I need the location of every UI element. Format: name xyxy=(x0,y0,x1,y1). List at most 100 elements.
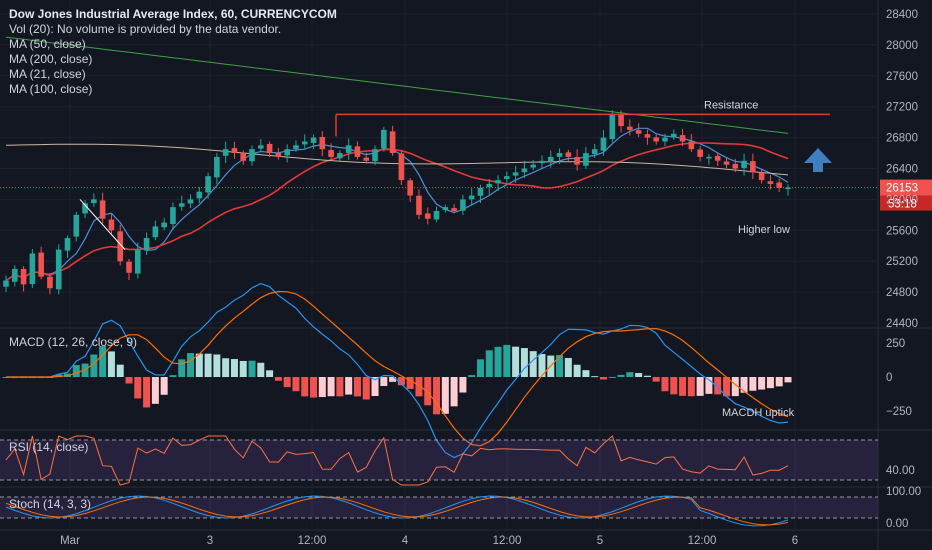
stoch-d-line xyxy=(5,496,789,526)
rsi-line xyxy=(5,435,789,486)
macd-histogram-bar xyxy=(661,377,669,392)
resistance-label: Resistance xyxy=(704,99,758,111)
candle-body xyxy=(723,161,730,165)
candle-body xyxy=(143,238,150,251)
macd-histogram-bar xyxy=(476,359,484,377)
macd-pane: MACDH uptick xyxy=(2,282,795,459)
macd-histogram-bar xyxy=(441,377,449,414)
candle-body xyxy=(214,156,220,178)
axes: 28400 28000 27600 27200 26800 26400 26000 25600… xyxy=(60,9,921,547)
candle-body xyxy=(477,187,484,196)
candle-body xyxy=(222,149,229,156)
macd-histogram-bar xyxy=(248,360,256,377)
macd-histogram-bar xyxy=(687,377,695,397)
macd-histogram-bar xyxy=(169,375,177,377)
macd-histogram-bar xyxy=(512,346,520,377)
legend-volume: Vol (20): No volume is provided by the d… xyxy=(9,22,282,36)
candle-body xyxy=(47,276,53,289)
candle-body xyxy=(697,149,703,157)
ma21-line xyxy=(5,127,789,282)
stoch-tick-label-top: 100.00 xyxy=(886,486,921,498)
macd-histogram-bar xyxy=(564,358,572,377)
macd-histogram-bar xyxy=(450,377,458,407)
candle-body xyxy=(556,153,563,157)
time-tick-label: 4 xyxy=(402,535,409,547)
macd-histogram-bar xyxy=(599,377,607,380)
macd-histogram-bar xyxy=(406,377,414,389)
macd-histogram-bar xyxy=(679,377,687,396)
candle-body xyxy=(126,261,132,273)
macd-histogram-bar xyxy=(292,377,300,392)
macd-histogram-bar xyxy=(81,363,89,377)
trend-drawing xyxy=(79,199,126,250)
macd-histogram-bar xyxy=(670,377,678,395)
ma100-line xyxy=(5,142,789,282)
price-tick-label: 27200 xyxy=(886,102,918,114)
rsi-pane xyxy=(0,435,878,486)
ma200-line xyxy=(5,36,789,134)
up-arrow-icon xyxy=(804,148,832,172)
candle-body xyxy=(161,222,167,228)
legend-ma100: MA (100, close) xyxy=(9,82,93,96)
time-tick-label: 6 xyxy=(792,535,798,547)
candle-body xyxy=(521,168,528,173)
macd-tick-label: 250 xyxy=(886,338,905,350)
candle-body xyxy=(134,249,141,274)
candle-body xyxy=(178,203,185,207)
macd-histogram-bar xyxy=(529,351,537,377)
time-tick-label: 12:00 xyxy=(688,535,717,547)
macd-histogram-bar xyxy=(424,377,432,406)
candle-body xyxy=(55,249,62,290)
candle-body xyxy=(644,134,651,138)
macd-histogram-bar xyxy=(90,354,98,377)
signal-line xyxy=(6,290,789,447)
time-tick-label: 3 xyxy=(207,535,213,547)
candle-body xyxy=(776,182,783,188)
macd-histogram-bar xyxy=(160,377,168,395)
macd-histogram-bar xyxy=(345,377,353,395)
candle-body xyxy=(258,145,264,149)
candle-body xyxy=(398,153,405,181)
macd-histogram-bar xyxy=(415,377,423,397)
macd-tick-label: −250 xyxy=(886,406,912,418)
macd-histogram-bar xyxy=(187,353,195,377)
stoch-k-line xyxy=(5,495,789,527)
macd-histogram-bar xyxy=(749,377,757,391)
price-tick-label: 25600 xyxy=(886,225,918,237)
macd-histogram-bar xyxy=(213,354,221,377)
macd-histogram-bar xyxy=(696,377,704,396)
candle-body xyxy=(468,195,475,200)
candle-body xyxy=(337,153,343,159)
macdh-uptick-label: MACDH uptick xyxy=(722,407,795,419)
candle-body xyxy=(583,153,589,166)
macd-histogram-bar xyxy=(468,375,476,377)
candle-body xyxy=(416,195,422,215)
candle-body xyxy=(354,146,361,157)
legend-ma21: MA (21, close) xyxy=(9,67,86,81)
macd-histogram-bar xyxy=(758,377,766,390)
candle-body xyxy=(82,203,88,214)
candle-body xyxy=(372,149,378,162)
chart-legend: Dow Jones Industrial Average Index, 60, … xyxy=(9,7,337,97)
macd-histogram-bar xyxy=(740,377,748,393)
candle-body xyxy=(205,176,211,193)
candle-body xyxy=(706,156,712,159)
countdown-value: 53:18 xyxy=(888,199,917,211)
macd-histogram-bar xyxy=(204,353,212,377)
candle-body xyxy=(442,207,449,210)
candle-body xyxy=(99,200,106,219)
candle-body xyxy=(539,160,545,164)
macd-histogram-bar xyxy=(151,377,159,404)
macd-histogram-bar xyxy=(107,351,115,377)
candle-body xyxy=(750,161,756,173)
candle-body xyxy=(547,156,554,162)
macd-histogram-bar xyxy=(336,377,344,397)
candle-body xyxy=(424,213,431,219)
candle-body xyxy=(504,176,510,179)
candle-body xyxy=(407,180,413,196)
stoch-pane xyxy=(0,495,878,527)
price-tick-label: 26800 xyxy=(886,133,918,145)
macd-histogram-bar xyxy=(222,358,230,377)
macd-histogram-bar xyxy=(266,370,274,377)
